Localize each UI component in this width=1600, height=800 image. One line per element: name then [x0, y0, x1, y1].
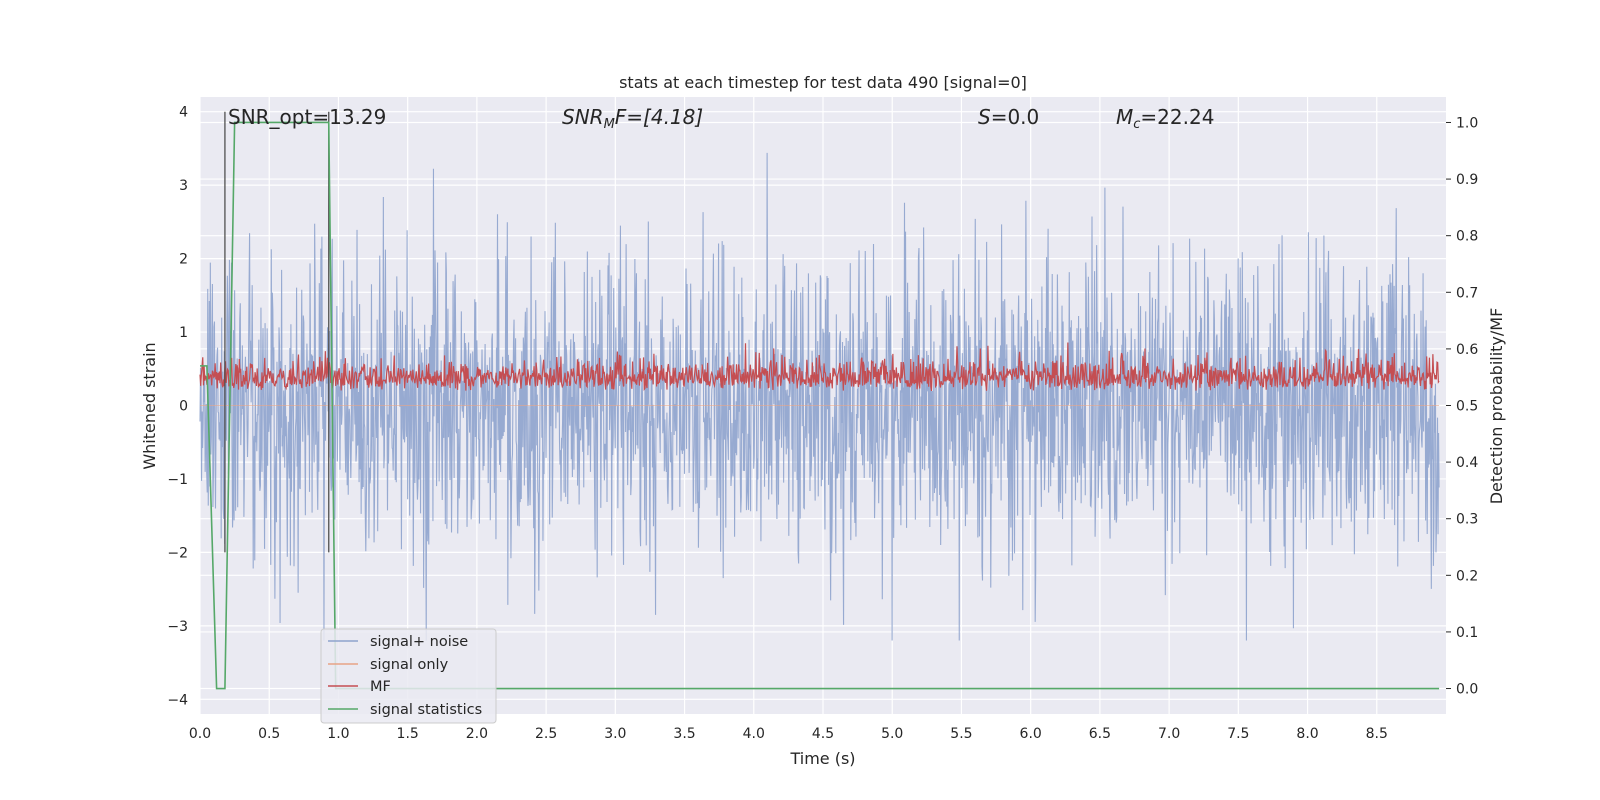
- x-tick-label: 5.5: [950, 726, 972, 742]
- x-tick-label: 3.0: [604, 726, 626, 742]
- x-axis-ticks: 0.0 0.5 1.0 1.5 2.0 2.5 3.0 3.5 4.0 4.5 5.0 5.5 6.0 6…: [189, 726, 1388, 742]
- y-tick-label: −2: [167, 545, 188, 561]
- y2-tick-label: 0.5: [1456, 399, 1478, 415]
- snr-mf-annotation: SNRMF=[4.18]: [562, 105, 703, 132]
- x-tick-label: 0.5: [258, 726, 280, 742]
- y2-tick-label: 0.9: [1456, 172, 1478, 188]
- y-axis-ticks: 4 3 2 1 0 −1 −2 −3 −4: [167, 105, 188, 709]
- y-axis-label: Whitened strain: [140, 342, 159, 469]
- x-tick-label: 5.0: [881, 726, 903, 742]
- y-tick-label: 3: [179, 178, 188, 194]
- x-tick-label: 7.5: [1227, 726, 1249, 742]
- y2-tick-label: 0.8: [1456, 229, 1478, 245]
- legend-box: [320, 628, 497, 724]
- x-tick-label: 8.0: [1296, 726, 1318, 742]
- x-tick-label: 6.0: [1020, 726, 1042, 742]
- y2-axis-ticks: 1.0 0.9 0.8 0.7 0.6 0.5 0.4 0.3 0.2 0.1 0.0: [1446, 115, 1478, 698]
- x-tick-label: 6.5: [1089, 726, 1111, 742]
- y2-tick-label: 0.2: [1456, 568, 1478, 584]
- y-tick-label: −3: [167, 619, 188, 635]
- y-tick-label: −1: [167, 472, 188, 488]
- x-tick-label: 8.5: [1366, 726, 1388, 742]
- y2-axis-label: Detection probability/MF: [1487, 308, 1506, 505]
- mf-line: [199, 342, 1440, 392]
- y2-tick-label: 0.0: [1456, 682, 1478, 698]
- y2-tick-label: 0.7: [1456, 285, 1478, 301]
- y-tick-label: 1: [179, 325, 188, 341]
- y2-tick-label: 0.1: [1456, 625, 1478, 641]
- legend-label-noise: signal+ noise: [370, 634, 468, 650]
- noise-line: [199, 152, 1440, 641]
- legend-label-stats: signal statistics: [370, 702, 482, 718]
- legend-label-signal-only: signal only: [370, 657, 449, 673]
- snr-opt-annotation: SNR_opt=13.29: [228, 105, 386, 129]
- x-tick-label: 4.5: [812, 726, 834, 742]
- x-axis-label: Time (s): [789, 749, 855, 768]
- mc-annotation: Mc=22.24: [1116, 105, 1214, 132]
- mf-series: [199, 342, 1440, 392]
- x-tick-label: 7.0: [1158, 726, 1180, 742]
- y-tick-label: 4: [179, 105, 188, 121]
- s-annotation: S=0.0: [978, 105, 1039, 129]
- y2-tick-label: 0.6: [1456, 342, 1478, 358]
- x-tick-label: 0.0: [189, 726, 211, 742]
- y-tick-label: 2: [179, 252, 188, 268]
- legend-label-mf: MF: [370, 679, 391, 695]
- x-tick-label: 2.0: [466, 726, 488, 742]
- chart-title: stats at each timestep for test data 490…: [619, 73, 1027, 92]
- legend: signal+ noise signal only MF signal stat…: [320, 628, 497, 724]
- x-tick-label: 1.0: [327, 726, 349, 742]
- x-tick-label: 4.0: [743, 726, 765, 742]
- y2-tick-label: 1.0: [1456, 115, 1478, 131]
- y2-tick-label: 0.4: [1456, 455, 1478, 471]
- signal-noise-series: [199, 152, 1440, 641]
- y-tick-label: 0: [179, 399, 188, 415]
- x-tick-label: 1.5: [397, 726, 419, 742]
- x-tick-label: 2.5: [535, 726, 557, 742]
- y-tick-label: −4: [167, 692, 188, 708]
- y2-tick-label: 0.3: [1456, 512, 1478, 528]
- x-tick-label: 3.5: [673, 726, 695, 742]
